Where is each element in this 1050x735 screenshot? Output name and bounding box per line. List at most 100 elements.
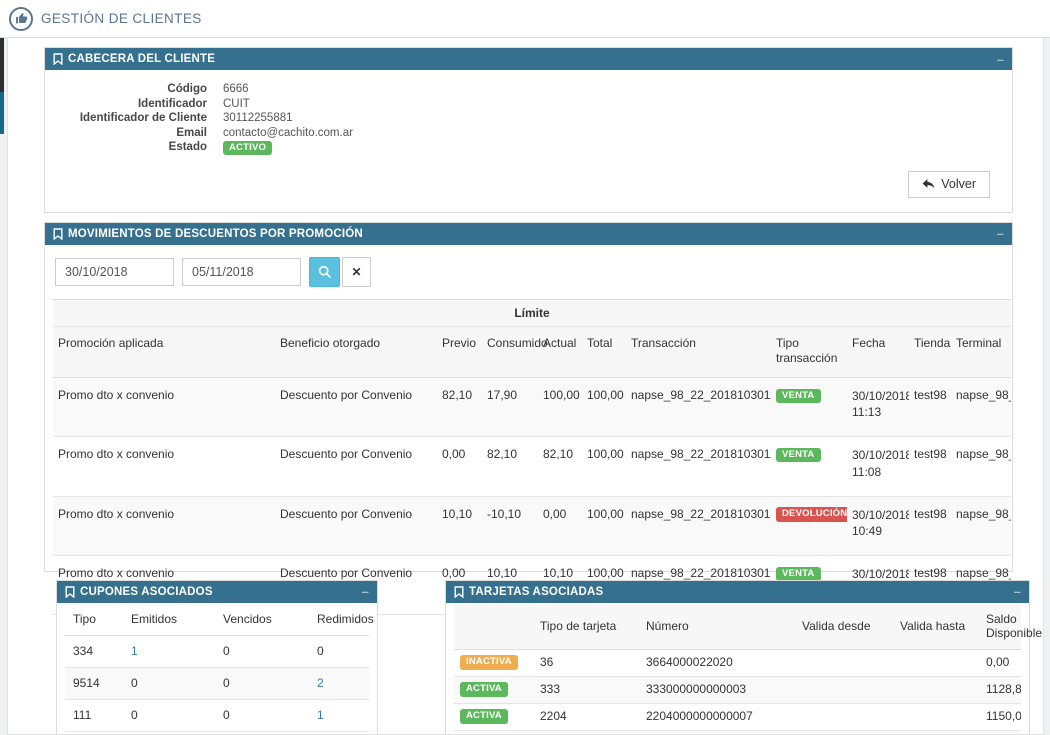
date-to-input[interactable]	[182, 258, 301, 286]
cell-tipo: VENTA	[771, 437, 847, 496]
cell-saldo: 1128,85	[980, 676, 1021, 703]
panel-cabecera-title: CABECERA DEL CLIENTE	[68, 53, 215, 65]
field-identificador-label: Identificador	[57, 98, 207, 112]
cell-tipo-tarjeta: 333	[534, 676, 640, 703]
table-row: INACTIVA 36 3664000022020 0,00	[454, 649, 1021, 676]
cell-valida-hasta	[894, 676, 980, 703]
cell-tienda: test98	[909, 496, 951, 555]
cell-tipo: 9514	[65, 667, 123, 699]
field-email-label: Email	[57, 127, 207, 141]
redimidos-link[interactable]: 2	[317, 676, 324, 690]
cell-estado: ACTIVA	[454, 676, 534, 703]
panel-cabecera: CABECERA DEL CLIENTE – Código 6666 Ident…	[44, 47, 1013, 213]
cell-transaccion: napse_98_22_20181030110759	[626, 437, 771, 496]
bookmark-icon	[53, 53, 63, 65]
reply-arrow-icon	[922, 178, 935, 189]
panel-movimientos-title: MOVIMIENTOS DE DESCUENTOS POR PROMOCIÓN	[68, 228, 363, 240]
table-row: Promo dto x convenio Descuento por Conve…	[53, 496, 1011, 555]
cell-tipo: 111	[65, 699, 123, 731]
col-numero: Número	[640, 603, 796, 650]
cell-emitidos: 1	[123, 635, 215, 667]
cell-redimidos: 2	[309, 667, 369, 699]
x-icon: ✕	[351, 265, 361, 279]
cell-total: 100,00	[582, 496, 626, 555]
bookmark-icon	[53, 228, 63, 240]
magnifier-icon	[318, 265, 332, 279]
field-email: Email contacto@cachito.com.ar	[57, 127, 1000, 141]
main-content: CABECERA DEL CLIENTE – Código 6666 Ident…	[7, 38, 1044, 735]
cell-previo: 82,10	[437, 377, 482, 436]
clear-filter-button[interactable]: ✕	[342, 257, 371, 287]
col-total: Total	[582, 326, 626, 377]
panel-tarjetas-header: TARJETAS ASOCIADAS –	[446, 581, 1029, 603]
table-row: Promo dto x convenio Descuento por Conve…	[53, 377, 1011, 436]
field-codigo: Código 6666	[57, 83, 1000, 97]
cell-transaccion: napse_98_22_20181030104922	[626, 496, 771, 555]
redimidos-link[interactable]: 1	[317, 708, 324, 722]
minus-icon[interactable]: –	[997, 227, 1004, 240]
cell-estado: ACTIVA	[454, 730, 534, 735]
bottom-panels-row: CUPONES ASOCIADOS – Tipo Emitidos Vencid…	[44, 580, 1013, 735]
panel-cupones-header: CUPONES ASOCIADOS –	[57, 581, 377, 603]
field-identificador-cliente-value: 30112255881	[223, 112, 293, 126]
cell-actual: 0,00	[538, 496, 582, 555]
cell-consumido: 82,10	[482, 437, 538, 496]
cell-beneficio: Descuento por Convenio	[275, 496, 437, 555]
card-status-badge: ACTIVA	[460, 682, 508, 696]
cell-promocion: Promo dto x convenio	[53, 437, 275, 496]
panel-cabecera-body: Código 6666 Identificador CUIT Identific…	[45, 70, 1012, 212]
cell-fecha: 30/10/201810:49	[847, 496, 909, 555]
cell-emitidos: 0	[123, 667, 215, 699]
col-tipo: Tipo	[65, 603, 123, 636]
field-estado-label: Estado	[57, 141, 207, 156]
cell-redimidos: 1	[309, 699, 369, 731]
col-fecha: Fecha	[847, 326, 909, 377]
col-redimidos: Redimidos	[309, 603, 369, 636]
cell-vencidos: 0	[215, 635, 309, 667]
table-row: 9514 0 0 2	[65, 667, 369, 699]
field-estado-value: ACTIVO	[223, 141, 272, 156]
field-email-value: contacto@cachito.com.ar	[223, 127, 353, 141]
volver-area: Volver	[57, 157, 1000, 200]
field-codigo-label: Código	[57, 83, 207, 97]
table-row: ACTIVA 2204 2204000000000007 1150,00	[454, 703, 1021, 730]
date-from-input[interactable]	[55, 258, 174, 286]
status-badge: ACTIVO	[223, 141, 272, 155]
cell-numero: 2204000000000007	[640, 703, 796, 730]
cell-emitidos: 0	[123, 699, 215, 731]
cell-saldo: 0,00	[980, 649, 1021, 676]
cell-tienda: test98	[909, 437, 951, 496]
cupones-table: Tipo Emitidos Vencidos Redimidos 334 1 0…	[65, 603, 369, 732]
col-vencidos: Vencidos	[215, 603, 309, 636]
cell-actual: 82,10	[538, 437, 582, 496]
cell-numero: 333000000000003	[640, 676, 796, 703]
movimientos-table: Límite Promoción aplicada Beneficio otor…	[53, 299, 1011, 616]
minus-icon[interactable]: –	[1014, 585, 1021, 598]
cell-previo: 0,00	[437, 437, 482, 496]
cell-valida-hasta	[894, 730, 980, 735]
table-row: Promo dto x convenio Descuento por Conve…	[53, 437, 1011, 496]
cell-estado: ACTIVA	[454, 703, 534, 730]
cell-tipo-tarjeta: 2204	[534, 703, 640, 730]
cell-valida-desde	[796, 676, 894, 703]
cell-promocion: Promo dto x convenio	[53, 377, 275, 436]
cell-vencidos: 0	[215, 667, 309, 699]
cell-beneficio: Descuento por Convenio	[275, 437, 437, 496]
col-actual: Actual	[538, 326, 582, 377]
cell-tienda: test98	[909, 377, 951, 436]
emitidos-link[interactable]: 1	[131, 644, 138, 658]
card-status-badge: ACTIVA	[460, 709, 508, 723]
table-row: 334 1 0 0	[65, 635, 369, 667]
date-filter-row: ✕	[55, 257, 1004, 287]
limite-group-header: Límite	[53, 299, 1011, 326]
panel-cupones-body: Tipo Emitidos Vencidos Redimidos 334 1 0…	[57, 603, 377, 735]
minus-icon[interactable]: –	[362, 585, 369, 598]
cell-tipo: VENTA	[771, 377, 847, 436]
volver-button[interactable]: Volver	[908, 171, 990, 198]
field-identificador-value: CUIT	[223, 98, 250, 112]
col-tipo-tarjeta: Tipo de tarjeta	[534, 603, 640, 650]
panel-movimientos-body: ✕ Límite Promoción aplicada Beneficio ot…	[45, 245, 1012, 571]
search-button[interactable]	[309, 257, 340, 287]
cell-numero: 3664000022020	[640, 649, 796, 676]
minus-icon[interactable]: –	[997, 53, 1004, 66]
